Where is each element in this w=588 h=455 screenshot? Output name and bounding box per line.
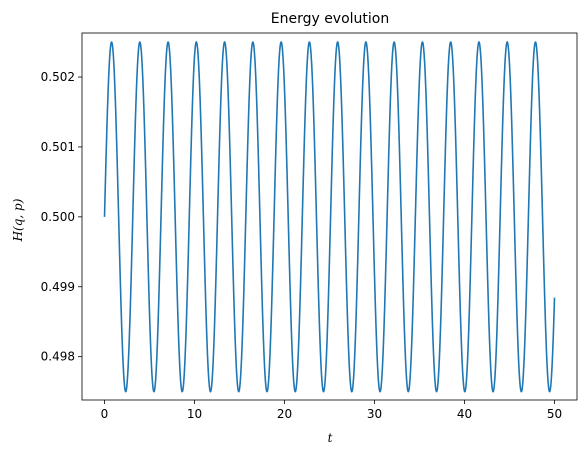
plot-area (82, 33, 577, 400)
x-tick-label: 50 (547, 407, 562, 421)
y-tick-label: 0.502 (41, 70, 75, 84)
chart-title: Energy evolution (271, 11, 390, 27)
x-tick-label: 20 (277, 407, 292, 421)
y-tick-label: 0.499 (41, 280, 75, 294)
series-line (105, 42, 555, 392)
y-tick-label: 0.500 (41, 210, 75, 224)
x-axis-label: t (328, 431, 333, 445)
x-axis: 0 10 20 30 40 50 (101, 400, 562, 421)
y-axis: 0.498 0.499 0.500 0.501 0.502 (41, 70, 82, 364)
plot-frame (82, 33, 577, 400)
y-tick-label: 0.501 (41, 140, 75, 154)
y-axis-label: H(q, p) (11, 198, 25, 242)
x-tick-label: 10 (187, 407, 202, 421)
x-tick-label: 40 (457, 407, 472, 421)
y-tick-label: 0.498 (41, 350, 75, 364)
x-tick-label: 30 (367, 407, 382, 421)
x-tick-label: 0 (101, 407, 109, 421)
